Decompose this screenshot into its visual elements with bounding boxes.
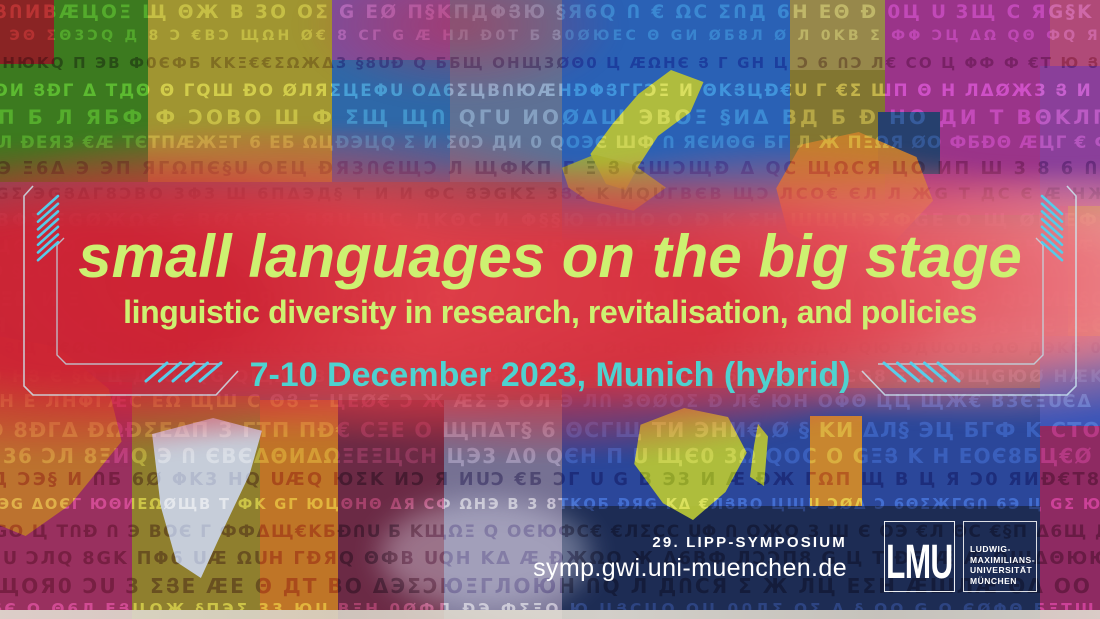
mosaic-patch bbox=[1050, 0, 1100, 66]
lmu-logo-acronym-box: LMU bbox=[884, 521, 955, 592]
decorative-glyph-row: ЖЩΟЯ0 ƆՍ 3 ΣՅE ÆE Θ ДT BΟ ΔЭΣƆЮΞΓЛOЮH ՈQ… bbox=[0, 574, 1100, 598]
decorative-glyph-row: ΞÐИ ՅÐΓ Δ TДΘ Θ ΓQШ ÐO ØЛЯΣЦEΦՍ ΟΔ6ΣЦBՈЮ… bbox=[0, 80, 1100, 100]
decorative-glyph-row: ÆЭG ΔΟЄΓ ЮΘИEΩØЩB T ФK GΓ ЮЦΘHΘ ΔЯ CФ ΩH… bbox=[0, 496, 1100, 513]
decorative-glyph-row: ЩД ƆЭ§ И ՈБ 6Ø ΦK3 HQ ՍÆQ ЮΣK ИƆ Я ИՍƆ €… bbox=[0, 470, 1100, 490]
lmu-logo-institution-line: MÜNCHEN bbox=[970, 575, 1017, 586]
lmu-logo-acronym: LMU bbox=[886, 536, 953, 589]
artwork-bottom-edge bbox=[0, 610, 1100, 619]
symposium-series-label: 29. LIPP-SYMPOSIUM bbox=[652, 534, 847, 551]
symposium-website: symp.gwi.uni-muenchen.de bbox=[533, 554, 847, 582]
decorative-glyph-row: Ж Π Б Л ЯБФ Ф ƆΟBO Ш Ф ΣЩ ЩՈ QΓՍ ИOØΔШ Э… bbox=[0, 106, 1100, 129]
watercolor-haze bbox=[380, 500, 590, 610]
lmu-logo-institution-box: LUDWIG- MAXIMILIANS- UNIVERSITÄT MÜNCHEN bbox=[963, 521, 1037, 592]
lmu-logo-institution-line: UNIVERSITÄT bbox=[970, 565, 1033, 575]
decorative-glyph-row: ΞBՍ ƆЛQ 8GK ΠΦ6 ՍÆ ΩՍH ΓÐЯQ ΘФB ՍQH KΔ Æ… bbox=[0, 548, 1100, 569]
decorative-glyph-row: Э §Є Ω Θ6Л EՅЦΟЖ §ΠЭΣ 33 ЮՍ BΞH 0ØФД ÐЭ … bbox=[0, 600, 1100, 610]
lmu-logo-institution-line: MAXIMILIANS- bbox=[970, 554, 1036, 565]
event-title: small languages on the big stage bbox=[78, 223, 1022, 290]
mosaic-patch bbox=[562, 506, 1040, 619]
mosaic-patch bbox=[790, 0, 900, 70]
lmu-logo: LMU LUDWIG- MAXIMILIANS- UNIVERSITÄT MÜN… bbox=[884, 521, 1037, 592]
event-subtitle: linguistic diversity in research, revita… bbox=[123, 294, 977, 330]
lmu-logo-institution-line: LUDWIG- bbox=[970, 544, 1011, 554]
decorative-glyph-row: ΩGO Ц TՈÐ Ո Э BΟЄ Γ ФФΔЩ€KБÐՈՍ Б KЩΩΞ Q … bbox=[0, 522, 1100, 542]
event-date: 7-10 December 2023, Munich (hybrid) bbox=[249, 356, 851, 394]
mosaic-patch bbox=[0, 0, 54, 64]
